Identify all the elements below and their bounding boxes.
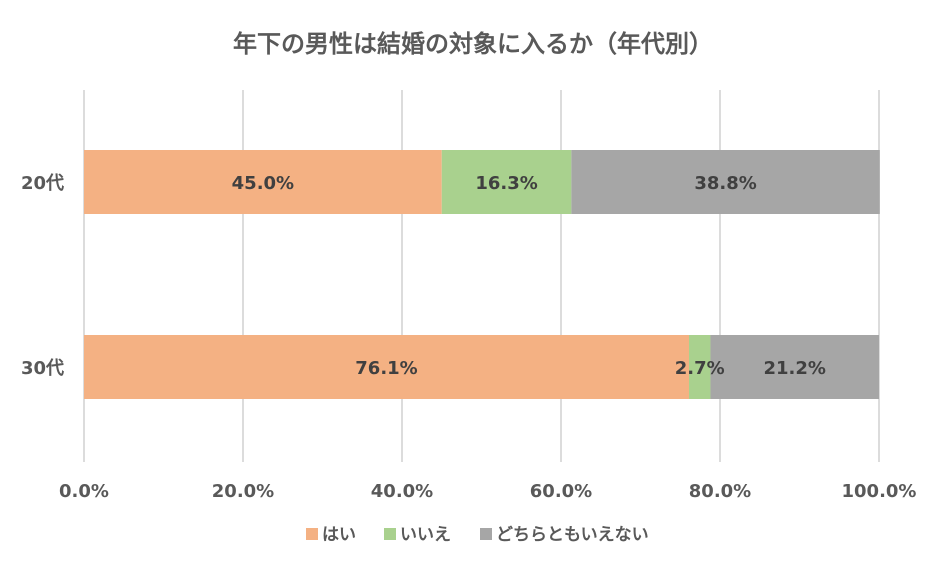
category-label-2: 30代	[21, 358, 64, 379]
bars: 45.0% 16.3% 38.8% 76.1% 2.7% 21.2%	[84, 150, 880, 399]
bar-2-1	[84, 335, 689, 399]
chart-title: 年下の男性は結婚の対象に入るか（年代別）	[233, 30, 713, 58]
category-labels: 20代 30代	[21, 173, 64, 379]
data-label-2-2: 2.7%	[675, 358, 725, 379]
category-label-1: 20代	[21, 173, 64, 194]
tick-label-2: 40.0%	[371, 481, 433, 502]
bar-1-1	[84, 150, 442, 214]
legend: はい いいえ どちらともいえない	[306, 525, 649, 545]
bar-1-3	[571, 150, 880, 214]
legend-label-2: いいえ	[400, 525, 451, 545]
data-label-2-3: 21.2%	[764, 358, 826, 379]
data-label-1-1: 45.0%	[232, 173, 294, 194]
data-label-2-1: 76.1%	[355, 358, 417, 379]
data-label-1-3: 38.8%	[694, 173, 756, 194]
data-label-1-2: 16.3%	[475, 173, 537, 194]
tick-label-5: 100.0%	[842, 481, 917, 502]
legend-label-1: はい	[322, 525, 356, 545]
tick-label-1: 20.0%	[212, 481, 274, 502]
legend-swatch-1	[306, 528, 318, 540]
bar-2-2	[688, 335, 711, 399]
tick-label-3: 60.0%	[530, 481, 592, 502]
tick-label-4: 80.0%	[689, 481, 751, 502]
legend-swatch-3	[480, 528, 492, 540]
gridlines	[83, 90, 880, 462]
x-axis-tick-labels: 0.0% 20.0% 40.0% 60.0% 80.0% 100.0%	[59, 481, 916, 502]
tick-label-0: 0.0%	[59, 481, 109, 502]
legend-label-3: どちらともいえない	[496, 525, 649, 545]
bar-1-2	[441, 150, 572, 214]
bar-2-3	[710, 335, 879, 399]
legend-swatch-2	[384, 528, 396, 540]
